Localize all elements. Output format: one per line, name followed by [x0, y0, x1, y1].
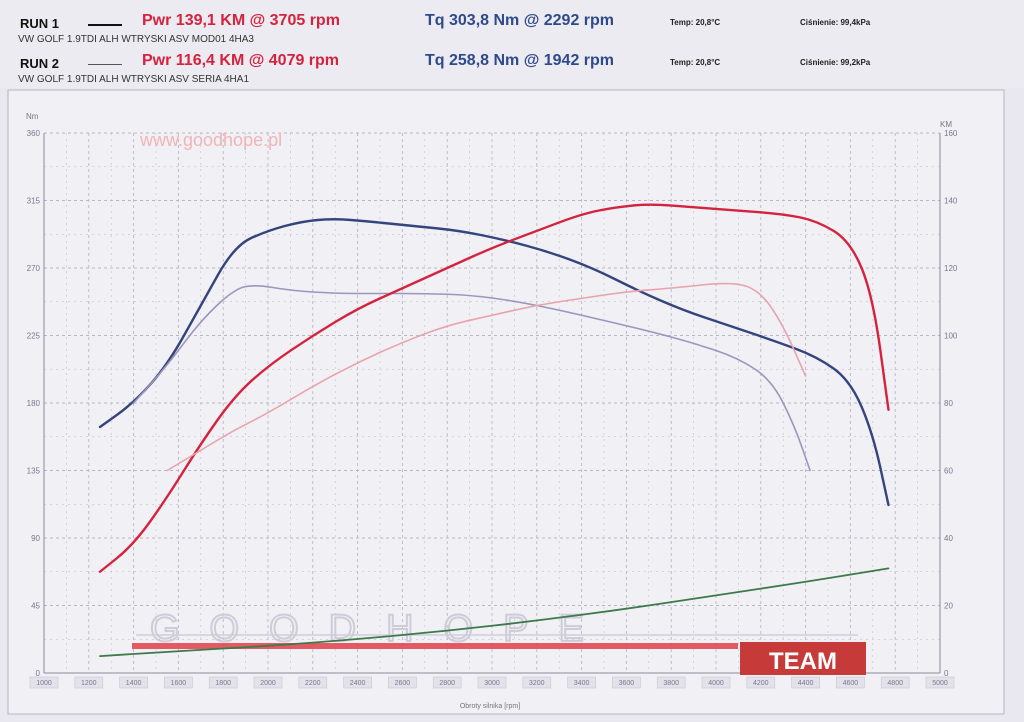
left-tick-label: 135: [27, 467, 41, 476]
right-tick-label: 60: [944, 467, 953, 476]
x-tick-label: 3800: [663, 680, 679, 687]
run-2-line-swatch: [88, 64, 122, 65]
x-axis-ticks: 1000 1200 1400 1600 1800 2000 2200 2400 2600 2800…: [29, 676, 955, 689]
power-run-1-line: [98, 203, 890, 573]
run-2-pressure: Ciśnienie: 99,2kPa: [800, 58, 871, 67]
x-tick-label: 4400: [798, 680, 814, 687]
x-tick-label: 1200: [81, 680, 97, 687]
x-tick-label: 3400: [574, 680, 590, 687]
chart-grid: [43, 132, 941, 674]
team-badge: [740, 642, 866, 675]
x-tick-label: 4200: [753, 680, 769, 687]
right-tick-label: 120: [944, 264, 958, 273]
right-tick-label: 160: [944, 129, 958, 138]
x-tick-box: [74, 676, 104, 689]
x-tick-box: [208, 676, 238, 689]
run-1-torque: Tq 303,8 Nm @ 2292 rpm: [425, 12, 615, 29]
power-run-2-line: [166, 282, 807, 472]
x-tick-box: [477, 676, 507, 689]
x-tick-box: [343, 676, 372, 689]
x-tick-label: 2800: [439, 680, 455, 687]
run-2-row: RUN 2 Pwr 116,4 KM @ 4079 rpm Tq 258,8 N…: [0, 52, 1024, 90]
run-1-power: Pwr 139,1 KM @ 3705 rpm: [142, 12, 340, 29]
x-tick-label: 2200: [305, 680, 321, 687]
right-tick-label: 40: [944, 534, 953, 543]
run-2-power: Pwr 116,4 KM @ 4079 rpm: [142, 52, 340, 69]
x-tick-box: [388, 676, 417, 689]
dyno-chart: 0 45 90 135 180 225 270 315 360 0 20 40 60 80 100 120 1…: [0, 86, 1024, 717]
right-axis-label: KM: [940, 120, 952, 129]
dyno-chart-svg: 0 45 90 135 180 225 270 315 360 0 20 40 60 80 100 120 1…: [7, 89, 1005, 715]
right-tick-label: 0: [944, 669, 949, 678]
logo-text: GOODHOPE: [150, 608, 614, 650]
x-tick-label: 4800: [887, 680, 903, 687]
left-tick-label: 0: [36, 669, 41, 678]
left-axis-ticks: 0 45 90 135 180 225 270 315 360: [27, 129, 41, 678]
x-tick-box: [925, 676, 955, 689]
right-tick-label: 100: [944, 332, 958, 341]
left-tick-label: 270: [27, 264, 41, 273]
left-tick-label: 360: [27, 129, 41, 138]
x-tick-box: [836, 676, 865, 689]
left-tick-label: 90: [31, 534, 40, 543]
chart-paper: [7, 89, 1005, 715]
x-tick-label: 1800: [215, 680, 231, 687]
torque-run-1-line: [98, 218, 890, 507]
x-tick-label: 3000: [484, 680, 500, 687]
run-1-description: VW GOLF 1.9TDI ALH WTRYSKI ASV MOD01 4HA…: [18, 34, 254, 45]
x-tick-label: 2000: [260, 680, 276, 687]
x-tick-box: [791, 676, 820, 689]
x-tick-label: 5000: [932, 680, 948, 687]
x-tick-box: [298, 676, 328, 689]
x-tick-box: [880, 676, 910, 689]
x-tick-label: 2400: [350, 680, 366, 687]
right-tick-label: 140: [944, 197, 958, 206]
x-tick-box: [29, 676, 59, 689]
header: RUN 1 Pwr 139,1 KM @ 3705 rpm Tq 303,8 N…: [0, 0, 1024, 88]
x-tick-label: 3600: [619, 680, 635, 687]
x-tick-label: 1000: [36, 680, 52, 687]
x-tick-box: [656, 676, 686, 689]
x-tick-box: [522, 676, 552, 689]
left-tick-label: 315: [27, 197, 41, 206]
x-tick-label: 4600: [843, 680, 859, 687]
x-tick-label: 1400: [126, 680, 142, 687]
run-2-label: RUN 2: [20, 56, 60, 71]
x-tick-label: 1600: [171, 680, 187, 687]
x-tick-box: [164, 676, 193, 689]
run-1-label: RUN 1: [20, 16, 60, 31]
x-axis-label: Obroty silnika [rpm]: [460, 703, 520, 710]
right-tick-label: 80: [944, 399, 953, 408]
run-2-temp: Temp: 20,8°C: [670, 58, 721, 67]
right-axis-ticks: 0 20 40 60 80 100 120 140 160: [944, 129, 958, 678]
goodhope-logo: GOODHOPE TEAM: [132, 607, 866, 675]
left-axis-label: Nm: [26, 112, 39, 121]
x-tick-box: [746, 676, 776, 689]
team-label: TEAM: [769, 648, 837, 675]
right-tick-label: 20: [944, 602, 953, 611]
torque-run-2-line: [132, 285, 811, 472]
x-tick-box: [253, 676, 283, 689]
run-2-description: VW GOLF 1.9TDI ALH WTRYSKI ASV SERIA 4HA…: [18, 74, 250, 85]
run-1-row: RUN 1 Pwr 139,1 KM @ 3705 rpm Tq 303,8 N…: [0, 12, 1024, 50]
chart-series: [98, 203, 890, 658]
x-tick-box: [612, 676, 641, 689]
run-1-pressure: Ciśnienie: 99,4kPa: [800, 18, 871, 27]
x-tick-label: 3200: [529, 680, 545, 687]
run-2-torque: Tq 258,8 Nm @ 1942 rpm: [425, 52, 615, 69]
watermark-url: www.goodhope.pl: [139, 130, 282, 150]
run-1-temp: Temp: 20,8°C: [670, 18, 721, 27]
x-tick-label: 2600: [395, 680, 411, 687]
left-tick-label: 225: [27, 332, 41, 341]
run-1-line-swatch: [88, 24, 122, 26]
x-tick-box: [567, 676, 596, 689]
x-tick-box: [119, 676, 148, 689]
x-tick-box: [432, 676, 462, 689]
loss-line: [99, 567, 890, 658]
left-tick-label: 45: [31, 602, 40, 611]
left-tick-label: 180: [27, 399, 41, 408]
x-tick-box: [701, 676, 731, 689]
x-tick-label: 4000: [708, 680, 724, 687]
